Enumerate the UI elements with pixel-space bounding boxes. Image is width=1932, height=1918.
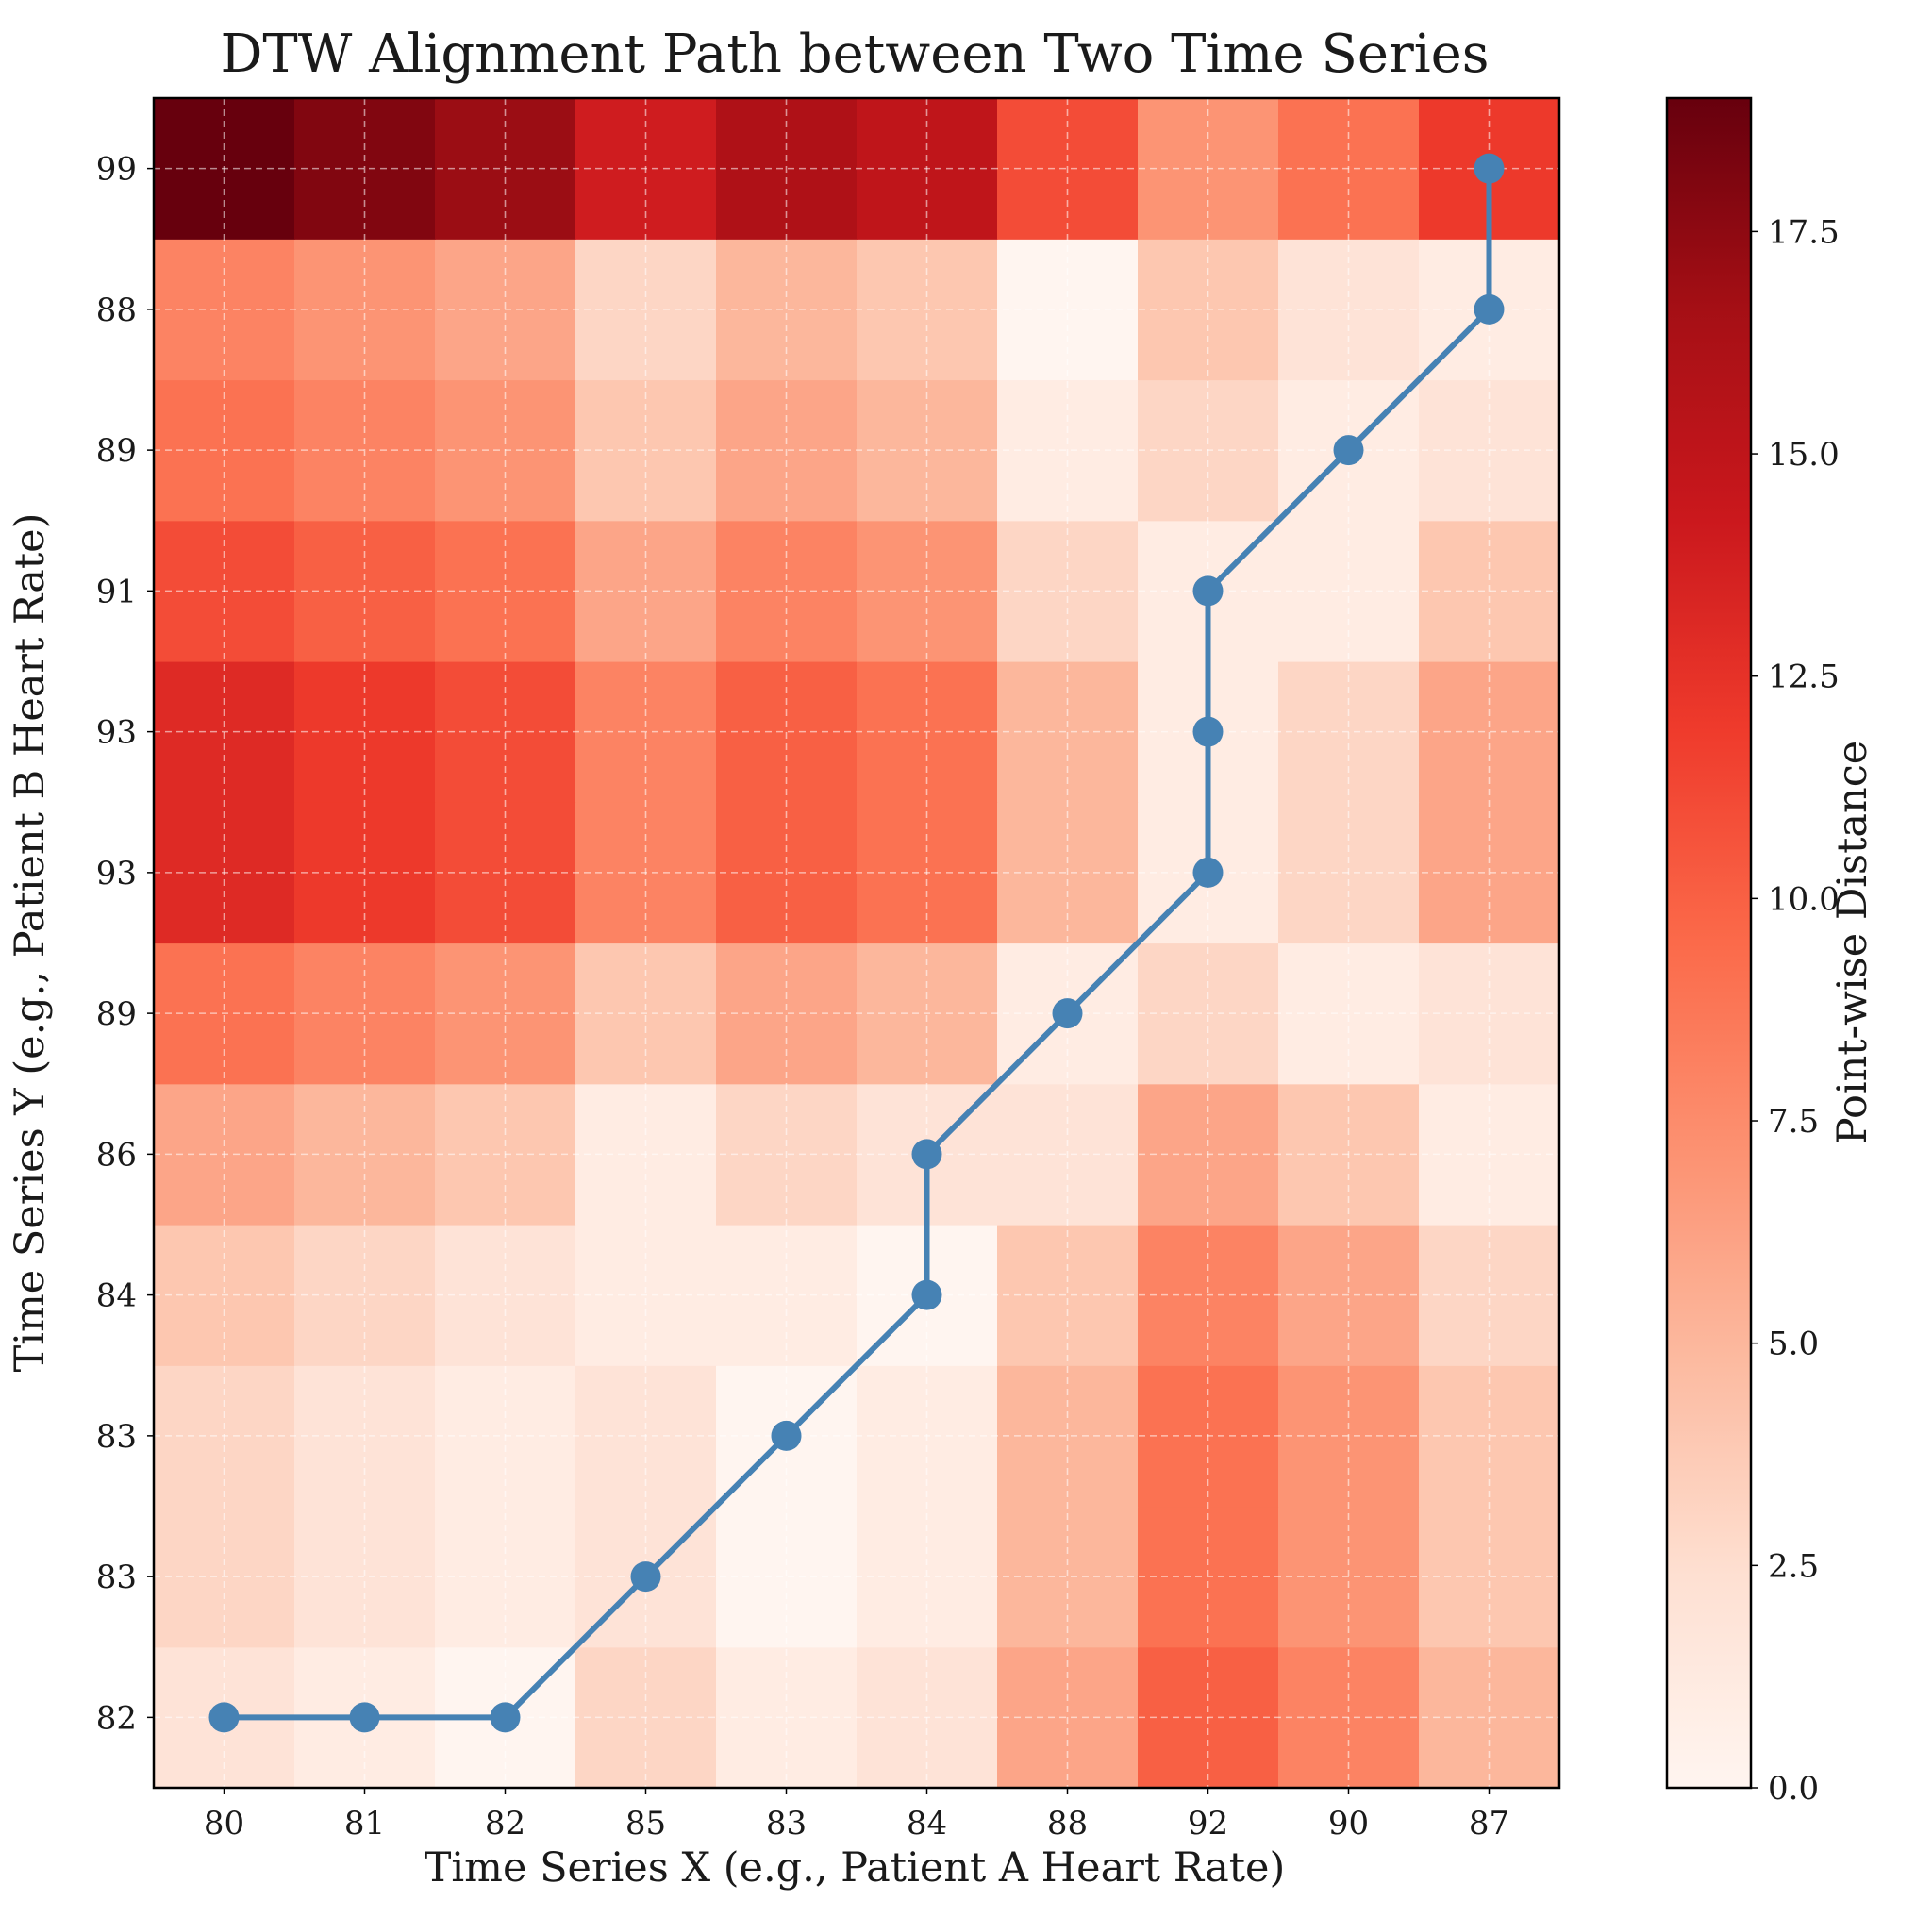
alignment-path-point [1192,857,1224,888]
x-tick-labels: 80 81 82 85 83 84 88 92 90 87 [204,1788,1509,1843]
y-tick-labels: 82 83 83 84 86 89 93 93 91 89 88 99 [96,151,154,1737]
colorbar-tick-label: 7.5 [1768,1103,1819,1141]
colorbar-tick-label: 15.0 [1768,436,1840,474]
x-tick-label: 85 [625,1805,666,1843]
y-tick-label: 88 [96,292,137,329]
x-tick-label: 92 [1188,1805,1228,1843]
y-tick-label: 82 [96,1699,137,1737]
chart-title: DTW Alignment Path between Two Time Seri… [220,24,1489,85]
alignment-path-line [221,165,1492,1721]
x-tick-label: 80 [204,1805,244,1843]
alignment-path-point [1474,293,1505,325]
alignment-path-point [1192,575,1224,607]
x-axis-label: Time Series X (e.g., Patient A Heart Rat… [425,1844,1286,1892]
x-tick-label: 81 [344,1805,385,1843]
y-tick-label: 84 [96,1277,137,1315]
colorbar-tick-label: 17.5 [1768,213,1840,251]
alignment-path-point [1052,998,1083,1029]
y-tick-label: 93 [96,714,137,752]
colorbar [1665,96,1753,1790]
alignment-path-point [630,1561,661,1593]
y-tick-label: 89 [96,995,137,1033]
y-tick-label: 83 [96,1418,137,1456]
y-tick-label: 93 [96,855,137,892]
alignment-path-point [208,1702,240,1733]
y-axis-label: Time Series Y (e.g., Patient B Heart Rat… [7,513,54,1373]
x-tick-label: 84 [907,1805,947,1843]
colorbar-tick-label: 5.0 [1768,1326,1819,1363]
colorbar-tick-label: 10.0 [1768,880,1840,918]
x-tick-label: 87 [1469,1805,1509,1843]
alignment-path-point [771,1420,802,1451]
alignment-path-point [1474,153,1505,184]
colorbar-tick-label: 2.5 [1768,1547,1819,1585]
y-tick-label: 99 [96,151,137,189]
plot-frame [152,96,1561,1790]
gridlines [154,98,1559,1788]
x-tick-label: 88 [1047,1805,1088,1843]
alignment-path-point [1192,716,1224,747]
y-tick-label: 83 [96,1559,137,1596]
y-tick-label: 86 [96,1136,137,1174]
x-tick-label: 82 [485,1805,525,1843]
alignment-path [208,153,1505,1733]
alignment-path-point [1333,435,1364,466]
y-tick-label: 89 [96,432,137,470]
colorbar-tick-label: 12.5 [1768,659,1840,696]
colorbar-tick-label: 0.0 [1768,1770,1819,1808]
colorbar-tick-labels: 0.0 2.5 5.0 7.5 10.0 12.5 15.0 17.5 [1751,213,1840,1808]
x-tick-label: 83 [766,1805,807,1843]
y-tick-label: 91 [96,573,137,610]
alignment-path-point [490,1702,521,1733]
x-tick-label: 90 [1328,1805,1369,1843]
alignment-path-point [911,1279,942,1310]
colorbar-label: Point-wise Distance [1829,741,1876,1145]
alignment-path-point [911,1139,942,1170]
alignment-path-point [349,1702,380,1733]
